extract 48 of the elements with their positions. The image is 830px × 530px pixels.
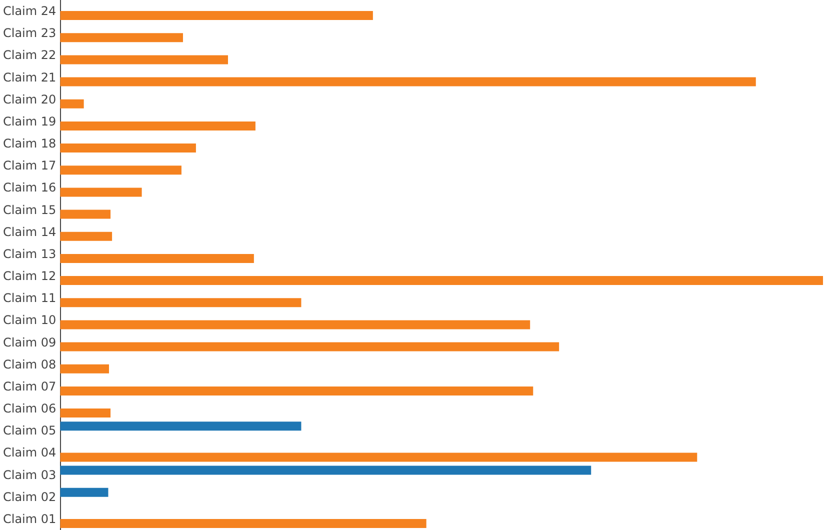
bar — [60, 466, 592, 475]
y-tick-label: Claim 22 — [2, 48, 56, 62]
y-tick-label: Claim 03 — [2, 468, 56, 482]
bar — [60, 254, 254, 263]
y-tick-label: Claim 14 — [2, 224, 56, 239]
y-tick-label: Claim 09 — [2, 335, 56, 350]
bar — [60, 452, 698, 462]
y-tick-label: Claim 01 — [2, 512, 56, 526]
bar — [60, 364, 109, 374]
y-tick-label: Claim 17 — [2, 158, 56, 173]
bar — [60, 422, 302, 431]
y-tick-label: Claim 18 — [2, 136, 56, 151]
y-tick-label: Claim 20 — [2, 92, 56, 106]
bar — [60, 488, 108, 497]
bar — [60, 408, 111, 418]
bar — [60, 188, 142, 197]
y-tick-label: Claim 05 — [2, 424, 56, 438]
bar — [60, 11, 373, 20]
y-tick-label: Claim 11 — [2, 291, 56, 306]
y-tick-label: Claim 21 — [2, 70, 56, 84]
y-tick-label: Claim 19 — [2, 114, 56, 128]
y-tick-label: Claim 13 — [2, 246, 56, 261]
y-tick-label: Claim 06 — [2, 402, 56, 416]
y-tick-label: Claim 24 — [2, 4, 56, 18]
bar — [60, 342, 560, 352]
bar — [60, 166, 182, 175]
bar — [60, 320, 530, 330]
y-tick-label: Claim 10 — [2, 313, 56, 328]
bar — [60, 276, 823, 286]
bar — [60, 210, 111, 219]
bar — [60, 518, 426, 528]
y-tick-label: Claim 15 — [2, 202, 56, 217]
bar — [60, 77, 756, 86]
bar — [60, 33, 183, 42]
y-tick-label: Claim 12 — [2, 269, 56, 284]
y-tick-label: Claim 08 — [2, 357, 56, 372]
y-tick-label: Claim 07 — [2, 379, 56, 394]
bar — [60, 232, 112, 241]
y-tick-label: Claim 16 — [2, 180, 56, 195]
bar — [60, 55, 228, 64]
bar — [60, 121, 256, 130]
bar — [60, 386, 534, 396]
bar — [60, 99, 84, 108]
bar — [60, 298, 302, 308]
y-tick-label: Claim 23 — [2, 26, 56, 40]
y-tick-label: Claim 04 — [2, 446, 56, 460]
bar — [60, 144, 196, 153]
y-tick-label: Claim 02 — [2, 490, 56, 504]
